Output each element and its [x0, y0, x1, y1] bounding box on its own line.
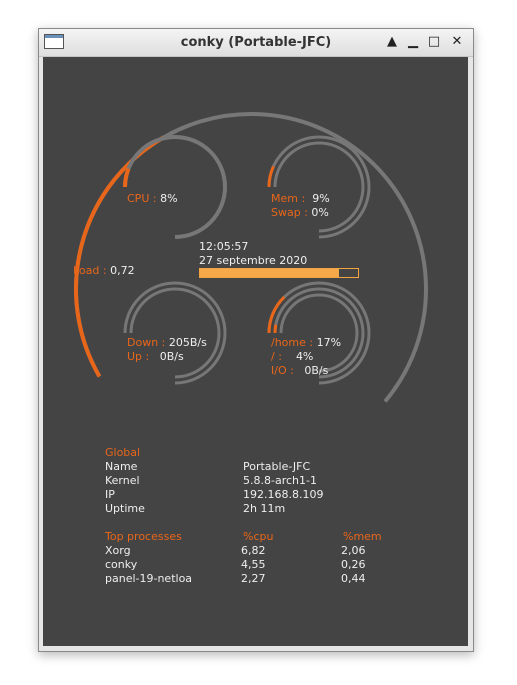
conky-panel: Load : 0,72 CPU : 8% Mem : 9% Swap : 0% …: [43, 57, 468, 646]
process-mem: 0,44: [341, 572, 366, 585]
processes-header-name: Top processes: [105, 530, 182, 543]
cpu-label: CPU: [127, 192, 150, 205]
cpu-sep: :: [152, 192, 157, 205]
down-readout: Down : 205B/s: [127, 336, 207, 349]
root-sep: :: [278, 350, 282, 363]
info-value-name: Portable-JFC: [243, 460, 311, 473]
root-gauge-fill: [273, 324, 278, 334]
cpu-gauge-ring: [123, 135, 227, 239]
up-label: Up: [127, 350, 143, 363]
load-label: Load: [73, 264, 100, 277]
process-mem: 0,26: [341, 558, 366, 571]
up-value: 0B/s: [159, 350, 184, 363]
mem-label: Mem: [271, 192, 298, 205]
info-key-ip: IP: [105, 488, 115, 501]
gauge-rings: [74, 112, 428, 403]
mem-sep: :: [301, 192, 306, 205]
home-sep: :: [309, 336, 314, 349]
process-name: panel-19-netloa: [105, 572, 193, 585]
up-readout: Up : 0B/s: [127, 350, 184, 363]
up-gauge-ring: [129, 287, 221, 379]
root-value: 4%: [295, 350, 314, 363]
window-menu-icon[interactable]: [44, 34, 64, 49]
up-sep: :: [145, 350, 150, 363]
swap-sep: :: [304, 206, 308, 219]
process-mem: 2,06: [341, 544, 366, 557]
home-label: /home: [271, 336, 306, 349]
process-name: conky: [105, 558, 138, 571]
global-heading: Global: [105, 446, 141, 459]
down-label: Down: [127, 336, 159, 349]
root-label: /: [271, 350, 275, 363]
close-button[interactable]: ✕: [451, 34, 463, 49]
info-value-kernel: 5.8.8-arch1-1: [243, 474, 317, 487]
io-value: 0B/s: [304, 364, 329, 377]
io-readout: I/O : 0B/s: [271, 364, 328, 377]
day-progress-fill: [200, 269, 340, 277]
io-label: I/O: [271, 364, 287, 377]
home-value: 17%: [316, 336, 342, 349]
shade-button[interactable]: ▲: [387, 34, 397, 49]
window-title: conky (Portable-JFC): [180, 35, 332, 50]
process-cpu: 4,55: [241, 558, 266, 571]
home-gauge-fill: [267, 296, 286, 334]
down-gauge-ring: [123, 281, 227, 385]
mem-gauge-ring: [267, 135, 371, 239]
mem-gauge-fill: [267, 165, 275, 188]
process-cpu: 2,27: [241, 572, 266, 585]
conky-window: conky (Portable-JFC) ▲ ▁ □ ✕ Load : 0,72…: [38, 28, 474, 652]
cpu-readout: CPU : 8%: [127, 192, 178, 205]
load-readout: Load : 0,72: [73, 264, 135, 277]
day-progress-bar: [199, 268, 359, 278]
info-key-kernel: Kernel: [105, 474, 140, 487]
title-bar[interactable]: conky (Portable-JFC) ▲ ▁ □ ✕: [39, 29, 473, 57]
info-value-uptime: 2h 11m: [243, 502, 286, 515]
io-sep: :: [290, 364, 294, 377]
mem-readout: Mem : 9%: [271, 192, 330, 205]
swap-label: Swap: [271, 206, 301, 219]
processes-header-cpu: %cpu: [243, 530, 274, 543]
root-gauge-ring: [273, 287, 365, 379]
clock-time: 12:05:57: [199, 240, 249, 253]
processes-header-mem: %mem: [343, 530, 382, 543]
down-value: 205B/s: [168, 336, 207, 349]
load-value: 0,72: [110, 264, 135, 277]
swap-gauge-ring: [273, 141, 365, 233]
root-readout: / : 4%: [271, 350, 313, 363]
down-sep: :: [161, 336, 166, 349]
process-name: Xorg: [105, 544, 131, 557]
swap-readout: Swap : 0%: [271, 206, 329, 219]
minimize-button[interactable]: ▁: [408, 34, 418, 49]
mem-value: 9%: [312, 192, 330, 205]
cpu-value: 8%: [160, 192, 178, 205]
home-readout: /home : 17%: [271, 336, 341, 349]
clock-date: 27 septembre 2020: [199, 254, 308, 267]
process-cpu: 6,82: [241, 544, 266, 557]
swap-value: 0%: [311, 206, 329, 219]
maximize-button[interactable]: □: [427, 34, 441, 49]
cpu-gauge-fill: [123, 167, 131, 188]
io-gauge-ring: [279, 293, 359, 373]
info-key-name: Name: [105, 460, 138, 473]
load-sep: :: [102, 264, 107, 277]
info-value-ip: 192.168.8.109: [243, 488, 324, 501]
info-key-uptime: Uptime: [105, 502, 145, 515]
